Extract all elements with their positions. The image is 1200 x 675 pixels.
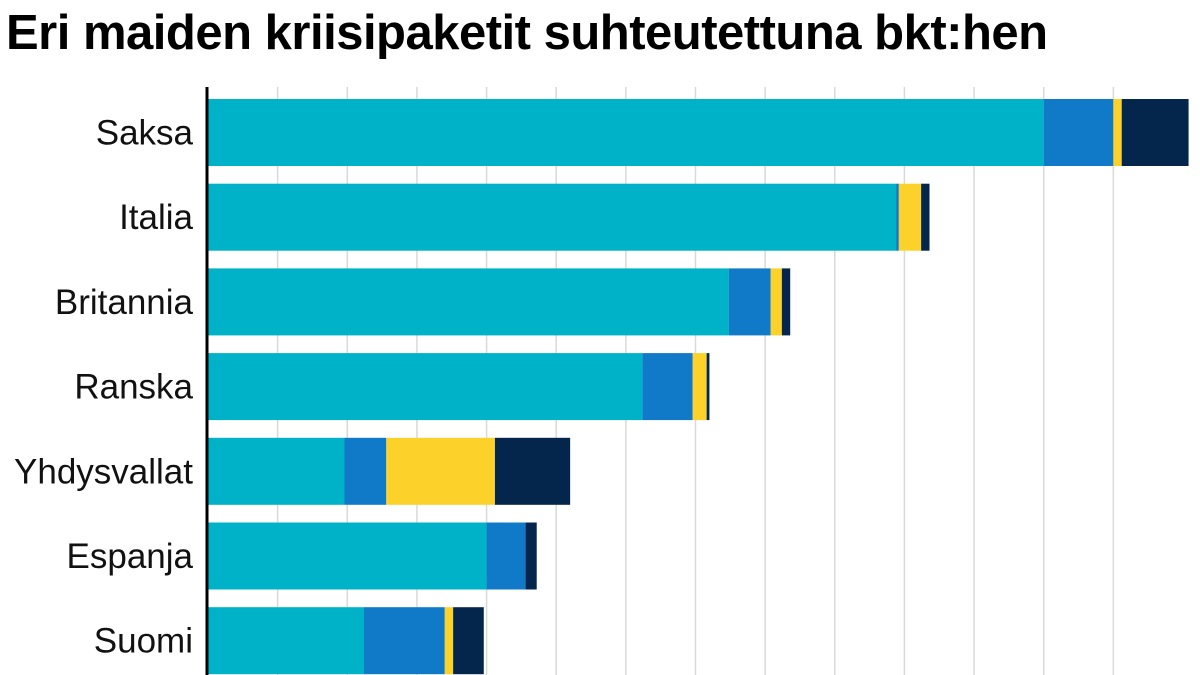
bar-segment-saksa-4	[1121, 99, 1189, 166]
bar-segment-espanja-1	[208, 522, 487, 590]
bar-segment-italia-1	[208, 183, 897, 251]
bar-segment-britannia-1	[208, 268, 729, 336]
category-label-yhdysvallat: Yhdysvallat	[14, 452, 193, 491]
bar-segment-suomi-1	[208, 607, 364, 675]
bar-segment-ranska-4	[706, 353, 710, 421]
bar-stacks	[208, 99, 1189, 675]
category-label-italia: Italia	[119, 198, 193, 237]
bar-segment-espanja-2	[486, 522, 526, 590]
category-label-espanja: Espanja	[67, 537, 194, 576]
bar-segment-ranska-1	[208, 353, 643, 421]
bar-segment-suomi-4	[453, 607, 484, 675]
category-label-suomi: Suomi	[94, 622, 193, 661]
bar-segment-ranska-3	[692, 353, 707, 421]
bar-segment-suomi-2	[364, 607, 445, 675]
category-label-saksa: Saksa	[96, 114, 194, 153]
bar-segment-italia-3	[898, 183, 922, 251]
bar-segment-britannia-4	[781, 268, 791, 336]
category-labels: Saksa Italia Britannia Ranska Yhdysvallat Esp…	[14, 114, 194, 661]
chart-title: Eri maiden kriisipaketit suhteutettuna b…	[6, 6, 1048, 60]
bar-segment-italia-2	[896, 183, 899, 251]
bar-segment-saksa-2	[1043, 99, 1114, 166]
bar-segment-yhdysvallat-2	[344, 437, 387, 505]
bar-segment-italia-4	[921, 183, 930, 251]
bar-segment-yhdysvallat-1	[208, 437, 345, 505]
bar-segment-suomi-3	[444, 607, 454, 675]
category-label-britannia: Britannia	[55, 283, 194, 322]
bar-segment-yhdysvallat-3	[386, 437, 495, 505]
bar-segment-espanja-4	[525, 522, 537, 590]
bar-segment-saksa-3	[1113, 99, 1122, 166]
bar-segment-yhdysvallat-4	[494, 437, 571, 505]
bar-segment-britannia-2	[728, 268, 771, 336]
bar-segment-saksa-1	[208, 99, 1044, 166]
category-label-ranska: Ranska	[74, 368, 193, 407]
bar-segment-ranska-2	[642, 353, 693, 421]
bar-segment-britannia-3	[770, 268, 782, 336]
